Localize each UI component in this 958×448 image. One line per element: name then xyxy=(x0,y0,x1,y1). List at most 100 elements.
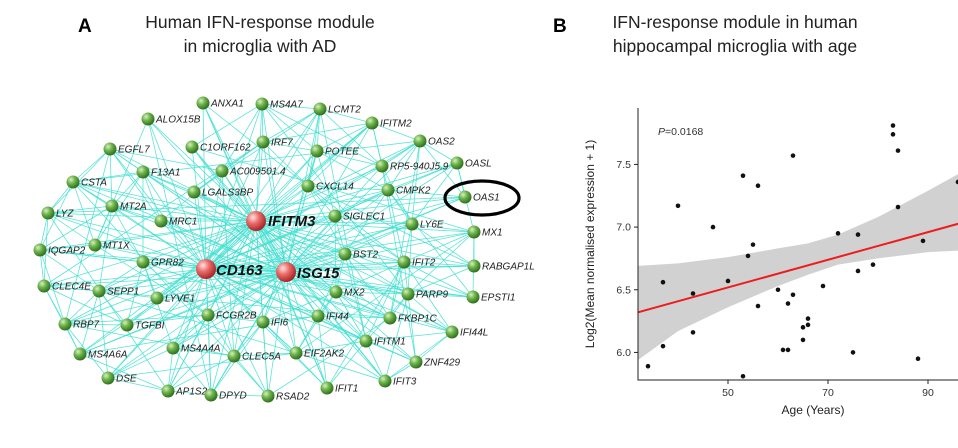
edge-25 xyxy=(205,150,318,270)
node-dse xyxy=(101,371,115,385)
data-point-28 xyxy=(855,268,861,274)
node-label-ly6e: LY6E xyxy=(420,220,444,231)
edge-200 xyxy=(419,140,458,164)
edge-210 xyxy=(262,141,309,187)
edge-92 xyxy=(142,220,257,263)
node-label-rsad2: RSAD2 xyxy=(276,392,310,403)
node-label-clec4e: CLEC4E xyxy=(52,282,91,293)
node-label-irf7: IRF7 xyxy=(271,138,293,149)
node-cxcl14 xyxy=(301,179,315,193)
edge-377 xyxy=(107,377,169,392)
node-label-ifit3: IFIT3 xyxy=(393,377,417,388)
node-anxa1 xyxy=(196,96,210,110)
node-oas2 xyxy=(413,134,427,148)
node-label-c1orf162: C1ORF162 xyxy=(200,143,251,154)
node-clec4e xyxy=(37,279,51,293)
edge-328 xyxy=(335,291,367,342)
edge-21 xyxy=(255,141,264,222)
edge-225 xyxy=(72,148,111,183)
data-point-36 xyxy=(955,179,958,185)
edge-285 xyxy=(39,244,96,251)
node-label-rabgap1l: RABGAP1L xyxy=(482,262,535,273)
panel-b-letter: B xyxy=(553,16,567,37)
edge-286 xyxy=(39,249,144,263)
edge-332 xyxy=(407,293,453,333)
node-oasl xyxy=(450,156,464,170)
edge-146 xyxy=(172,271,287,349)
data-point-14 xyxy=(775,287,781,293)
edge-33 xyxy=(109,148,257,222)
node-label-lgals3bp: LGALS3BP xyxy=(202,188,253,199)
node-label-rbp7: RBP7 xyxy=(73,320,100,331)
data-point-27 xyxy=(855,232,861,237)
node-potee xyxy=(310,144,324,158)
edge-241 xyxy=(387,189,405,263)
edge-18 xyxy=(191,146,257,222)
edge-272 xyxy=(334,215,405,263)
panel-b-title-line1: IFN-response module in human xyxy=(612,12,858,32)
node-label-parp9: PARP9 xyxy=(416,290,448,301)
node-lyve1 xyxy=(150,291,164,305)
edge-337 xyxy=(126,314,209,326)
edge-356 xyxy=(295,315,319,354)
edge-323 xyxy=(98,290,386,382)
node-fkbp1c xyxy=(383,311,397,325)
node-label-gpr82: GPR82 xyxy=(151,258,184,269)
node-ms4a7 xyxy=(255,97,269,111)
edge-297 xyxy=(172,253,346,349)
edge-160 xyxy=(205,268,386,382)
edge-144 xyxy=(172,220,257,349)
edge-208 xyxy=(262,141,318,152)
edge-250 xyxy=(72,181,346,255)
data-point-31 xyxy=(890,132,896,137)
x-tick-label-50: 50 xyxy=(722,387,734,399)
node-label-ifit1: IFIT1 xyxy=(335,384,358,395)
edge-265 xyxy=(39,205,113,251)
data-point-2 xyxy=(660,343,666,349)
node-cmpk2 xyxy=(381,183,395,197)
data-point-34 xyxy=(915,356,921,361)
data-point-7 xyxy=(725,278,731,284)
edge-298 xyxy=(403,261,475,267)
edge-188 xyxy=(193,108,321,193)
edge-368 xyxy=(107,347,174,379)
node-label-ifit2: IFIT2 xyxy=(412,258,436,269)
node-label-lyz: LYZ xyxy=(56,209,74,220)
node-label-cmpk2: CMPK2 xyxy=(396,186,431,197)
node-label-dse: DSE xyxy=(116,374,137,385)
edge-270 xyxy=(334,215,413,225)
edge-322 xyxy=(98,290,109,379)
edge-267 xyxy=(111,205,144,263)
edge-354 xyxy=(317,315,367,342)
node-csta xyxy=(66,175,80,189)
edge-137 xyxy=(285,271,453,333)
edge-327 xyxy=(335,291,391,319)
edge-95 xyxy=(205,220,257,270)
edge-338 xyxy=(207,314,264,323)
panel-b-title-line2: hippocampal microglia with age xyxy=(612,36,858,56)
node-ly6e xyxy=(405,217,419,231)
node-label-znf429: ZNF429 xyxy=(423,358,461,369)
edge-378 xyxy=(167,390,212,396)
node-label-ac009501-4: AC009501.4 xyxy=(229,167,286,178)
node-tgfbi xyxy=(120,318,134,332)
panel-a-title-line1: Human IFN-response module xyxy=(145,12,375,32)
edge-185 xyxy=(316,108,321,152)
y-axis-label: Log2(Mean normalised expression + 1) xyxy=(583,140,597,348)
node-label-anxa1: ANXA1 xyxy=(210,99,244,110)
edge-307 xyxy=(98,261,144,292)
edge-253 xyxy=(111,171,144,207)
edge-312 xyxy=(142,261,174,349)
edge-28 xyxy=(205,165,383,270)
scatter-chart: 50 70 90 6.0 6.5 7.0 7.5 Age (Years) Log2(Mean n… xyxy=(583,108,958,417)
node-label-cxcl14: CXCL14 xyxy=(316,182,354,193)
edge-299 xyxy=(335,261,405,293)
edge-181 xyxy=(221,103,263,172)
node-label-ifi6: IFI6 xyxy=(271,318,289,329)
node-label-ms4a6a: MS4A6A xyxy=(88,350,128,361)
edge-64 xyxy=(160,220,207,270)
data-point-8 xyxy=(740,173,746,178)
node-mx2 xyxy=(329,285,343,299)
node-mt2a xyxy=(105,199,119,213)
edge-199 xyxy=(381,140,421,167)
